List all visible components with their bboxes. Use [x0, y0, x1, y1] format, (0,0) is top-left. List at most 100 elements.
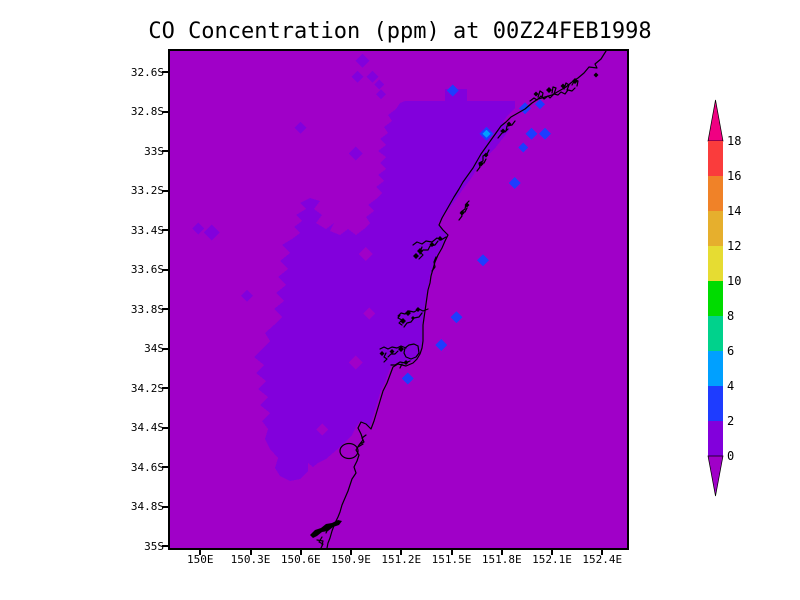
- colorbar-segment: [708, 246, 723, 281]
- co-hotspot-4-6ppm: [479, 126, 494, 141]
- colorbar-tick-label: 8: [727, 309, 734, 323]
- colorbar-segment: [708, 211, 723, 246]
- colorbar-segment: [708, 421, 723, 456]
- y-tick-label: 33S: [144, 144, 164, 158]
- cell-2-4ppm: [518, 142, 529, 153]
- y-tick: [162, 229, 168, 231]
- y-tick-label: 34.4S: [130, 421, 164, 434]
- cell-2-4ppm: [538, 127, 551, 140]
- x-tick: [450, 550, 453, 555]
- colorbar-arrow-below-min: [707, 455, 724, 497]
- colorbar-tick-label: 2: [727, 414, 734, 428]
- y-tick: [162, 71, 168, 73]
- cell-2-4ppm: [401, 372, 414, 385]
- x-tick-label: 150E: [187, 553, 214, 566]
- y-tick: [162, 189, 168, 192]
- plume-hole: [316, 423, 329, 436]
- lake-illawarra-outline: [339, 442, 359, 460]
- colorbar-tick-label: 16: [727, 169, 741, 183]
- estuary-detail-hunter: [529, 79, 579, 102]
- colorbar-tick-label: 14: [727, 204, 741, 218]
- cell-2-4ppm: [450, 311, 463, 324]
- colorbar-arrow-above-max: [707, 99, 724, 142]
- y-tick: [162, 466, 168, 468]
- y-tick: [162, 308, 168, 310]
- y-tick-label: 34.6S: [130, 460, 164, 474]
- x-tick: [500, 550, 503, 555]
- y-tick: [162, 426, 168, 429]
- x-tick: [400, 550, 403, 555]
- y-tick: [162, 505, 168, 508]
- cell-2-4ppm: [534, 99, 545, 110]
- x-tick-label: 151.8E: [481, 553, 522, 566]
- cell-0-2ppm: [348, 146, 363, 161]
- cell-2-4ppm: [508, 177, 521, 190]
- x-tick: [551, 550, 553, 555]
- plume-hole: [348, 355, 363, 370]
- coastline: [316, 51, 607, 548]
- colorbar-tick-label: 4: [727, 379, 734, 393]
- x-tick: [249, 550, 252, 555]
- plume-hole: [358, 247, 373, 262]
- y-tick-label: 33.8S: [130, 302, 164, 316]
- y-tick-label: 33.2S: [130, 184, 164, 197]
- estuary-detail-botany-bay: [379, 343, 420, 369]
- cell-0-2ppm: [192, 222, 205, 235]
- y-tick-label: 34S: [144, 342, 164, 355]
- cell-2-4ppm: [446, 84, 459, 97]
- colorbar-segment: [708, 141, 723, 176]
- cell-0-2ppm: [287, 446, 298, 457]
- cell-2-4ppm: [525, 127, 538, 140]
- map-canvas: [170, 51, 627, 548]
- y-tick-label: 34.2S: [130, 381, 164, 395]
- x-tick-label: 150.9E: [331, 553, 371, 566]
- co-plume-0-2ppm: [192, 53, 515, 481]
- cell-2-4ppm: [435, 338, 448, 351]
- x-tick-label: 150.6E: [280, 553, 321, 566]
- cell-0-2ppm: [203, 224, 220, 241]
- cell-0-2ppm: [375, 89, 386, 100]
- x-tick: [350, 550, 352, 555]
- plume-hole: [363, 307, 376, 320]
- plume-holes: [316, 247, 376, 436]
- colorbar-tick-label: 6: [727, 344, 734, 358]
- colorbar-segment: [708, 386, 723, 421]
- cell-0-2ppm: [366, 70, 379, 83]
- map-plot-area: [168, 49, 629, 550]
- colorbar-tick-label: 10: [727, 274, 741, 288]
- colorbar-segment: [708, 316, 723, 351]
- co-plume-polygon: [254, 89, 515, 481]
- chart-title: CO Concentration (ppm) at 00Z24FEB1998: [148, 19, 652, 44]
- x-tick-label: 151.5E: [431, 553, 472, 566]
- x-tick-label: 150.3E: [230, 553, 271, 566]
- x-tick-label: 151.2E: [381, 553, 422, 566]
- y-tick-label: 35S: [144, 539, 164, 553]
- cell-0-2ppm: [294, 121, 307, 134]
- x-tick: [199, 550, 202, 555]
- y-tick: [162, 387, 168, 389]
- x-tick-label: 152.4E: [582, 553, 623, 566]
- colorbar-tick-label: 12: [727, 239, 741, 253]
- cell-0-2ppm: [374, 79, 385, 90]
- outlying-0-2ppm-cells: [192, 53, 386, 457]
- y-tick: [162, 110, 168, 113]
- y-tick-label: 34.8S: [130, 500, 164, 513]
- cell-0-2ppm: [351, 70, 364, 83]
- estuary-detail-hawkesbury: [412, 236, 447, 272]
- colorbar-legend: 18 16 14 12 10 8 6 4 2 0: [707, 99, 741, 497]
- y-tick: [162, 347, 168, 350]
- x-tick: [601, 550, 604, 555]
- y-tick-label: 32.6S: [130, 65, 164, 79]
- x-tick: [299, 550, 302, 555]
- y-tick-label: 33.6S: [130, 263, 164, 276]
- cell-0-2ppm: [241, 289, 254, 302]
- y-tick: [162, 268, 168, 271]
- colorbar-segment: [708, 176, 723, 211]
- y-tick-label: 33.4S: [130, 223, 164, 237]
- colorbar-segment: [708, 281, 723, 316]
- y-tick: [162, 150, 168, 152]
- estuary-detail-central-coast: [458, 120, 516, 221]
- hotspot-core-4-6ppm: [482, 129, 491, 138]
- y-tick: [162, 545, 168, 547]
- coastline-main-path: [326, 51, 607, 548]
